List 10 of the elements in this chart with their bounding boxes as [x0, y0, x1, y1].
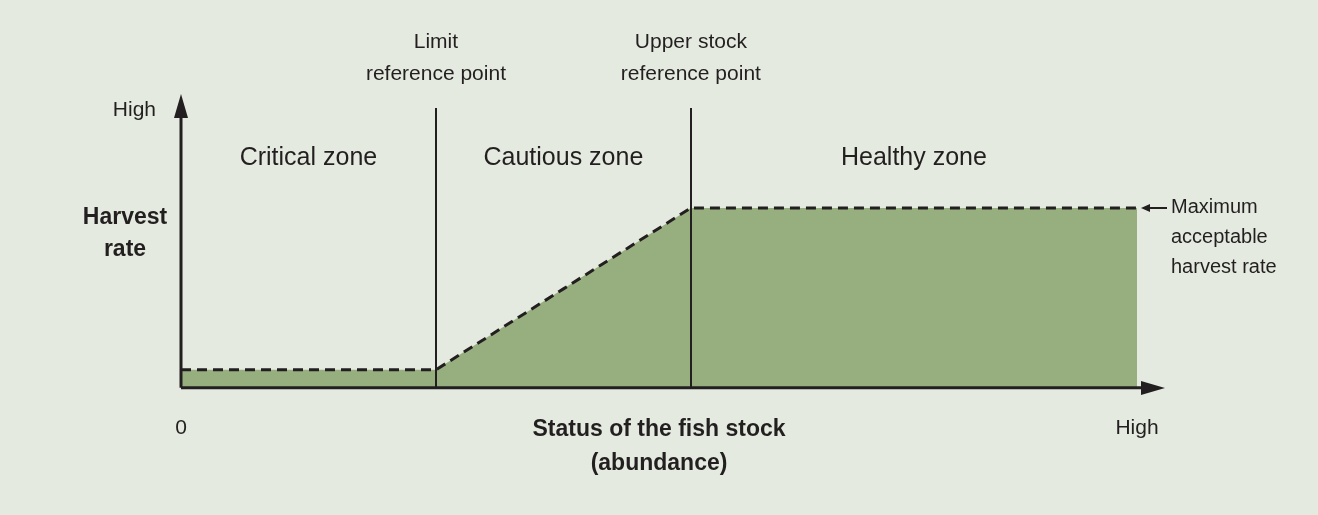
text: Healthy zone — [840, 141, 987, 170]
y-axis-title: Harvest rate — [82, 203, 168, 262]
text: Maximum acceptable harvest rate — [1171, 195, 1277, 278]
text: Upper stock reference point — [620, 28, 762, 84]
x-tick-label: 0 — [175, 415, 187, 439]
text: Critical zone — [239, 141, 378, 170]
x-axis-title: Status of the fish stock (abundance) — [532, 415, 786, 476]
text: Cautious zone — [483, 141, 644, 170]
text: High — [112, 96, 156, 120]
text: Limit reference point — [365, 28, 507, 84]
